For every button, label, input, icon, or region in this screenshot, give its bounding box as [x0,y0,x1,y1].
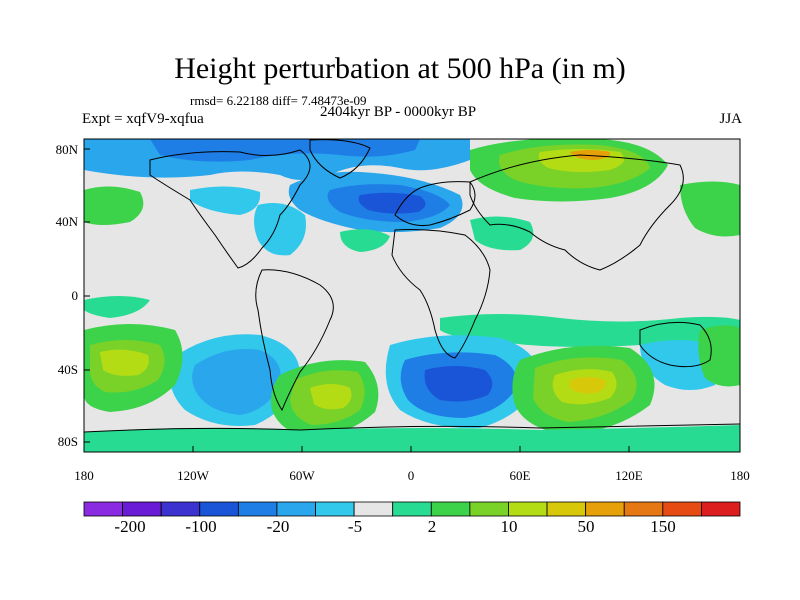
colorbar [83,501,741,517]
field-pos-npac-west [84,186,144,225]
colorbar-swatch [83,501,123,517]
lon-tick-label: 0 [407,468,415,483]
colorbar-swatch [237,501,278,517]
lat-tick-label: 80N [55,142,78,157]
lon-tick-label: 180 [74,468,94,483]
coast-asia [469,154,684,271]
colorbar-swatch [430,501,471,517]
field-pos-se-pac-deep [100,349,149,376]
field-neg-satl-deep [424,366,493,402]
colorbar-swatch [469,501,509,517]
colorbar-label: 10 [500,517,518,536]
figure-title: Height perturbation at 500 hPa (in m) [174,52,626,85]
axis-ticks [83,148,741,452]
colorbar-label: 2 [427,517,437,536]
colorbar-label: 150 [650,517,676,536]
lon-tick-label: 120E [615,468,643,483]
colorbar-swatch [546,501,587,517]
stats-text: rmsd= 6.22188 diff= 7.48473e-09 [190,93,367,108]
lon-tick-label: 180 [730,468,750,483]
colorbar-swatch [585,501,625,517]
lat-tick-label: 0 [71,288,79,303]
field-pos-trop-pac [84,296,150,318]
coast-australia [639,321,712,368]
colorbar-label: 50 [577,517,595,536]
field-pos-trop-atl [340,229,390,252]
lon-tick-label: 60W [289,468,315,483]
colorbar-swatch [160,501,201,517]
field-neg-pacific [190,186,261,215]
field-pos-arabia [470,216,534,251]
colorbar-label: -100 [185,517,217,536]
colorbar-label: -20 [266,517,290,536]
colorbar-swatch [662,501,702,517]
coast-africa [391,229,491,359]
field-pos-antarctic [84,425,740,452]
coast-south-america [255,269,334,412]
period-label: 2404kyr BP - 0000kyr BP [320,104,477,120]
colorbar-swatch [508,501,548,517]
colorbar-swatch [199,501,239,517]
colorbar-swatch [623,501,664,517]
experiment-label: Expt = xqfV9-xqfua [82,111,204,127]
field-neg-spac-core [192,349,281,415]
colorbar-swatch [701,501,741,517]
colorbar-label: -200 [114,517,146,536]
coast-europe [394,181,476,226]
season-label: JJA [719,111,742,127]
colorbar-swatch [122,501,162,517]
lat-tick-label: 40S [57,362,78,377]
field-pos-s-atl-deep [310,384,352,410]
colorbar-swatch [315,501,355,517]
field-pos-trop-band [440,314,740,347]
field-pos-aus-east [698,325,740,387]
lat-tick-label: 80S [57,434,78,449]
field-pos-npac-east [680,181,740,237]
lon-tick-label: 120W [177,468,209,483]
coastlines [84,139,740,433]
colorbar-swatch [392,501,432,517]
lon-tick-label: 60E [509,468,531,483]
colorbar-swatch [276,501,316,517]
coast-antarctica [84,423,740,433]
colorbar-swatch [353,501,394,517]
colorbar-label: -5 [347,517,363,536]
map-field [84,139,740,452]
coast-north-america [149,149,311,269]
coast-greenland [309,139,371,179]
field-pos-asia-peak [570,150,611,160]
field-neg-europe-deep [358,192,426,214]
lat-tick-label: 40N [55,214,78,229]
field-neg-arctic-core [150,139,420,162]
field-pos-s-ind-peak [570,377,606,394]
